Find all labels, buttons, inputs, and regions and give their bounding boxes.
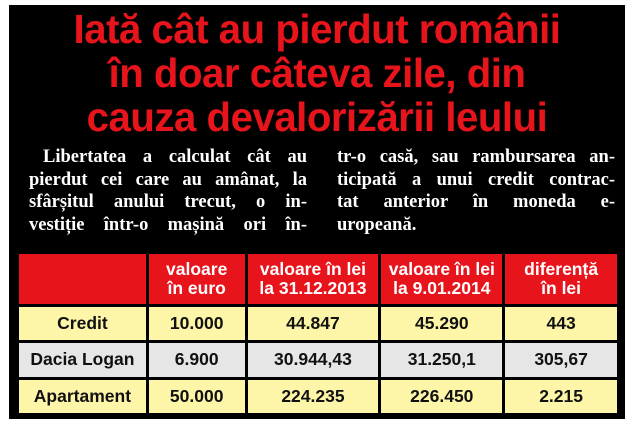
- article-column-right: tr-o casă, sau rambursarea an- ticipată …: [337, 146, 615, 236]
- header-cell-difference: diferență în lei: [505, 254, 617, 304]
- header-cell-value-lei-dec: valoare în lei la 31.12.2013: [247, 254, 379, 304]
- table-cell: 6.900: [148, 343, 245, 377]
- article-body: Libertatea a calculat cât au pierdut cei…: [29, 146, 615, 236]
- table-cell: 31.250,1: [381, 343, 503, 377]
- headline-line: Iată cât au pierdut românii: [73, 6, 561, 52]
- header-label: la 31.12.2013: [259, 278, 367, 298]
- table-cell: 226.450: [381, 379, 503, 413]
- header-label: valoare: [166, 259, 228, 279]
- headline: Iată cât au pierdut românii în doar câte…: [15, 7, 619, 139]
- table-cell: Apartament: [19, 379, 146, 413]
- header-label: valoare în lei: [388, 259, 495, 279]
- table-row: Dacia Logan 6.900 30.944,43 31.250,1 305…: [19, 343, 617, 377]
- headline-line: cauza devalorizării leului: [86, 94, 548, 140]
- table-cell: 30.944,43: [247, 343, 379, 377]
- article-line: ticipată a unui credit contrac-: [337, 169, 615, 190]
- header-label: valoare în lei: [259, 259, 366, 279]
- article-line: Libertatea a calculat cât au: [43, 147, 307, 167]
- table-row: Credit 10.000 44.847 45.290 443: [19, 307, 617, 341]
- table-cell: 44.847: [247, 307, 379, 341]
- article-line: vestiție într-o mașină ori în-: [29, 214, 307, 235]
- table-header-row: valoare în euro valoare în lei la 31.12.…: [19, 254, 617, 304]
- table-cell: Dacia Logan: [19, 343, 146, 377]
- table-cell: 305,67: [505, 343, 617, 377]
- loss-table: valoare în euro valoare în lei la 31.12.…: [16, 251, 620, 416]
- table-cell: 443: [505, 307, 617, 341]
- headline-line: în doar câteva zile, din: [108, 50, 526, 96]
- article-column-left: Libertatea a calculat cât au pierdut cei…: [29, 146, 307, 236]
- article-line: sfârșitul anului trecut, o in-: [29, 192, 307, 212]
- table-row: Apartament 50.000 224.235 226.450 2.215: [19, 379, 617, 413]
- article-panel: Iată cât au pierdut românii în doar câte…: [9, 5, 625, 419]
- article-line: tr-o casă, sau rambursarea an-: [337, 147, 615, 167]
- table-cell: Credit: [19, 307, 146, 341]
- table-cell: 45.290: [381, 307, 503, 341]
- table-cell: 224.235: [247, 379, 379, 413]
- header-label: la 9.01.2014: [393, 278, 491, 298]
- header-label: în euro: [167, 278, 226, 298]
- article-line: tat anterior în moneda e-: [337, 192, 615, 212]
- header-cell-value-euro: valoare în euro: [148, 254, 245, 304]
- header-label: în lei: [541, 278, 582, 298]
- table-cell: 50.000: [148, 379, 245, 413]
- article-line: pierdut cei care au amânat, la: [29, 169, 307, 190]
- header-cell-value-lei-jan: valoare în lei la 9.01.2014: [381, 254, 503, 304]
- table-cell: 10.000: [148, 307, 245, 341]
- header-cell-item: [19, 254, 146, 304]
- article-line: uropeană.: [337, 214, 417, 235]
- table-cell: 2.215: [505, 379, 617, 413]
- header-label: diferență: [524, 259, 599, 279]
